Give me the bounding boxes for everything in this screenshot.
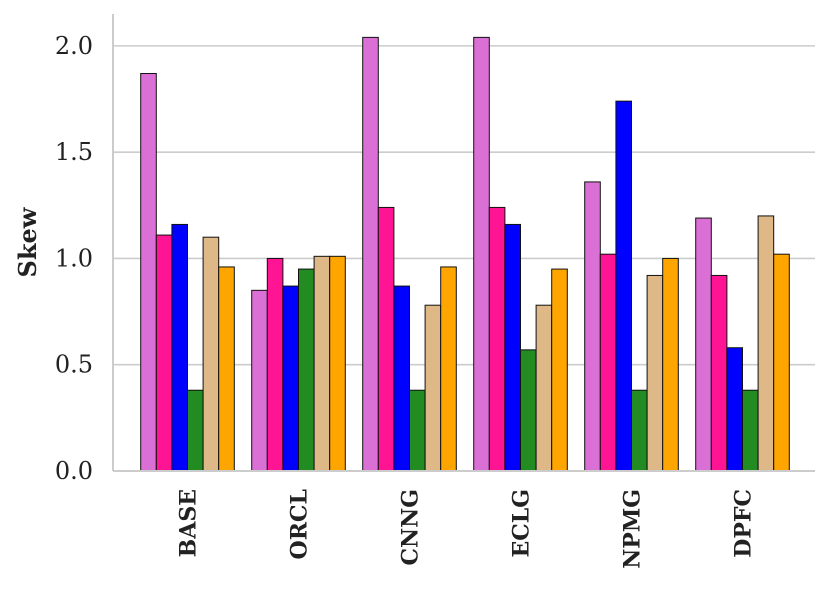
bar-orcl-1	[266, 257, 284, 472]
bar-npmg-1	[599, 253, 617, 472]
bar-cnng-3	[409, 389, 426, 472]
bar-cnng-5	[440, 266, 457, 472]
y-tick-label: 1.5	[55, 138, 93, 166]
bar-eclg-1	[488, 206, 506, 472]
bar-base-2	[171, 223, 188, 472]
bar-npmg-0	[584, 181, 601, 472]
bar-cnng-2	[393, 285, 410, 472]
y-tick-label: 1.0	[55, 244, 93, 272]
bar-dpfc-1	[710, 274, 728, 472]
bar-npmg-3	[631, 389, 648, 472]
bar-base-5	[218, 266, 235, 472]
x-tick-label: ORCL	[287, 489, 313, 559]
bar-eclg-5	[551, 268, 568, 472]
x-tick-label: CNNG	[398, 489, 424, 566]
bar-orcl-4	[313, 255, 331, 472]
bar-cnng-4	[424, 304, 442, 472]
x-tick-label: ECLG	[509, 489, 535, 558]
bar-base-0	[140, 73, 157, 472]
y-tick-label: 0.5	[55, 351, 93, 379]
bar-orcl-0	[251, 289, 268, 472]
bar-eclg-3	[520, 349, 537, 472]
bar-dpfc-2	[726, 347, 744, 472]
bar-eclg-2	[504, 223, 521, 472]
x-tick-label: NPMG	[620, 489, 646, 569]
bar-npmg-5	[662, 257, 679, 472]
bar-dpfc-3	[742, 389, 759, 472]
x-tick-labels: BASE ORCL CNNG ECLG NPMG DPFC	[176, 489, 757, 569]
bar-orcl-2	[282, 285, 299, 472]
bar-dpfc-0	[695, 217, 712, 472]
bar-dpfc-4	[757, 215, 775, 472]
bar-eclg-4	[535, 304, 553, 472]
bar-base-3	[187, 389, 204, 472]
bar-base-4	[202, 236, 220, 472]
bar-eclg-0	[473, 36, 490, 472]
y-tick-label: 2.0	[55, 32, 93, 60]
bar-npmg-2	[615, 100, 633, 472]
x-tick-label: BASE	[176, 489, 202, 557]
y-tick-label: 0.0	[55, 457, 93, 485]
y-tick-labels: 0.0 0.5 1.0 1.5 2.0	[55, 32, 93, 485]
bar-cnng-1	[377, 206, 395, 472]
axes	[112, 14, 815, 472]
bar-cnng-0	[362, 36, 379, 472]
bar-base-1	[155, 234, 173, 472]
y-axis-label: Skew	[13, 206, 42, 277]
bar-dpfc-5	[773, 253, 790, 472]
bar-orcl-3	[298, 268, 315, 472]
bars	[140, 36, 790, 472]
bar-npmg-4	[646, 274, 664, 472]
x-tick-label: DPFC	[731, 489, 757, 558]
bar-orcl-5	[329, 255, 346, 472]
